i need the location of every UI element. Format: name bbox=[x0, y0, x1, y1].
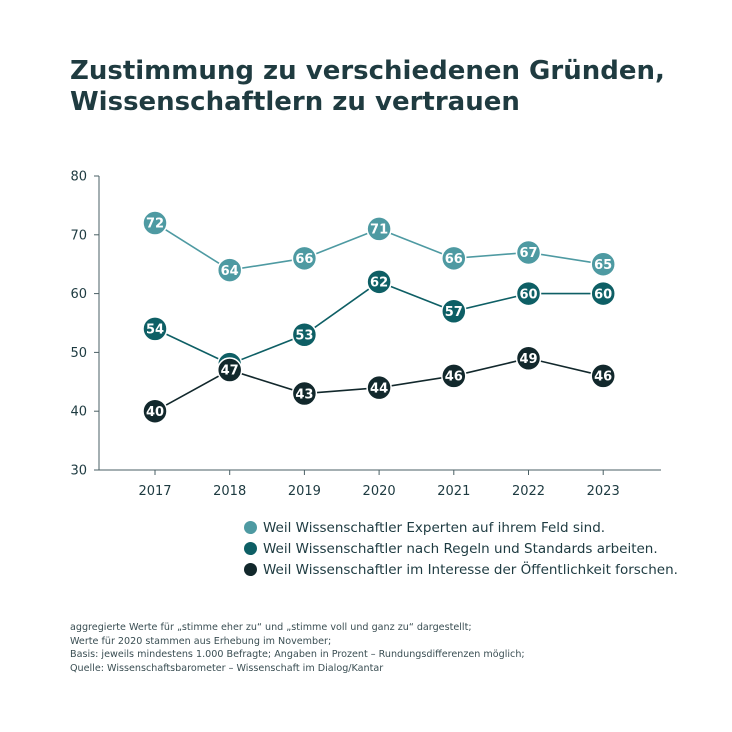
x-tick-label-2021: 2021 bbox=[437, 484, 470, 499]
data-point-2-2019 bbox=[291, 322, 318, 348]
data-point-1-2023 bbox=[590, 251, 616, 277]
legend-item-oeffentlichkeit: Weil Wissenschaftler im Interesse der Öf… bbox=[244, 559, 678, 580]
legend-label-regeln: Weil Wissenschaftler nach Regeln und Sta… bbox=[263, 540, 658, 557]
legend-label-oeffentlichkeit: Weil Wissenschaftler im Interesse der Öf… bbox=[263, 561, 678, 578]
data-point-3-2018 bbox=[216, 357, 243, 383]
data-label-3-2022: 49 bbox=[519, 352, 537, 367]
data-label-1-2023: 65 bbox=[594, 258, 612, 273]
data-label-1-2021: 66 bbox=[445, 252, 463, 267]
y-tick-label-80: 80 bbox=[70, 170, 87, 185]
data-label-2-2023: 60 bbox=[594, 287, 612, 302]
footnote-aggregation: aggregierte Werte für „stimme eher zu“ u… bbox=[70, 622, 472, 633]
footnote-source: Quelle: Wissenschaftsbarometer – Wissens… bbox=[70, 662, 384, 674]
footnote-basis: Basis: jeweils mindestens 1.000 Befragte… bbox=[70, 649, 525, 660]
data-point-3-2021 bbox=[441, 363, 467, 389]
data-label-3-2018: 47 bbox=[221, 364, 239, 379]
y-tick-label-50: 50 bbox=[70, 346, 87, 361]
data-label-1-2018: 64 bbox=[221, 264, 239, 279]
data-label-2-2019: 53 bbox=[295, 328, 313, 343]
legend-label-experten: Weil Wissenschaftler Experten auf ihrem … bbox=[263, 519, 606, 536]
data-label-1-2022: 67 bbox=[519, 246, 537, 261]
x-tick-label-2020: 2020 bbox=[363, 484, 396, 499]
data-label-1-2020: 71 bbox=[370, 223, 388, 238]
legend: Weil Wissenschaftler Experten auf ihrem … bbox=[244, 517, 678, 580]
data-point-3-2022 bbox=[515, 345, 542, 372]
data-label-3-2023: 46 bbox=[594, 370, 612, 385]
data-label-2-2022: 60 bbox=[519, 287, 537, 302]
data-label-2-2017: 54 bbox=[146, 323, 164, 338]
x-tick-label-2019: 2019 bbox=[288, 484, 321, 499]
x-tick-label-2017: 2017 bbox=[138, 484, 171, 499]
chart-axes: 30 40 50 60 70 80 2017 2018 2019 2020 2021 2022 2023 bbox=[70, 170, 661, 499]
data-label-2-2021: 57 bbox=[445, 305, 463, 320]
x-tick-label-2018: 2018 bbox=[213, 484, 246, 499]
data-label-1-2019: 66 bbox=[295, 252, 313, 267]
y-tick-label-70: 70 bbox=[70, 228, 87, 243]
legend-swatch-regeln bbox=[244, 542, 257, 555]
data-point-2-2017 bbox=[142, 316, 168, 342]
series-points: 7264667166676554485362576060404743444649… bbox=[142, 210, 616, 424]
data-point-1-2017 bbox=[142, 210, 168, 236]
data-point-2-2023 bbox=[590, 280, 616, 307]
data-label-3-2019: 43 bbox=[295, 387, 313, 402]
legend-item-experten: Weil Wissenschaftler Experten auf ihrem … bbox=[244, 517, 678, 538]
data-point-3-2023 bbox=[590, 363, 616, 389]
chart-title-line-1: Zustimmung zu verschiedenen Gründen, bbox=[70, 56, 665, 86]
data-label-2-2020: 62 bbox=[370, 276, 388, 291]
chart-title: Zustimmung zu verschiedenen Gründen, Wis… bbox=[70, 56, 710, 118]
data-point-1-2019 bbox=[291, 245, 318, 272]
chart-title-line-2: Wissenschaftlern zu vertrauen bbox=[70, 87, 520, 117]
data-point-2-2021 bbox=[441, 298, 467, 324]
data-point-3-2019 bbox=[291, 380, 318, 407]
data-point-1-2020 bbox=[366, 216, 392, 242]
data-point-1-2018 bbox=[216, 257, 243, 283]
legend-swatch-experten bbox=[244, 521, 257, 534]
legend-item-regeln: Weil Wissenschaftler nach Regeln und Sta… bbox=[244, 538, 678, 559]
y-tick-label-40: 40 bbox=[70, 405, 87, 420]
y-tick-label-30: 30 bbox=[70, 464, 87, 479]
x-tick-label-2022: 2022 bbox=[512, 484, 545, 499]
y-tick-label-60: 60 bbox=[70, 287, 87, 302]
data-point-2-2020 bbox=[366, 269, 392, 295]
data-point-1-2022 bbox=[515, 239, 542, 266]
legend-swatch-oeffentlichkeit bbox=[244, 563, 257, 576]
x-tick-label-2023: 2023 bbox=[587, 484, 620, 499]
data-label-3-2020: 44 bbox=[370, 381, 388, 396]
footnote-2020: Werte für 2020 stammen aus Erhebung im N… bbox=[70, 635, 332, 647]
data-point-3-2020 bbox=[366, 374, 392, 401]
data-point-2-2022 bbox=[515, 280, 542, 307]
data-label-1-2017: 72 bbox=[146, 217, 164, 232]
data-point-1-2021 bbox=[441, 245, 467, 272]
data-label-3-2017: 40 bbox=[146, 405, 164, 420]
data-label-3-2021: 46 bbox=[445, 370, 463, 385]
footnotes: aggregierte Werte für „stimme eher zu“ u… bbox=[70, 621, 710, 675]
data-point-3-2017 bbox=[142, 398, 168, 424]
